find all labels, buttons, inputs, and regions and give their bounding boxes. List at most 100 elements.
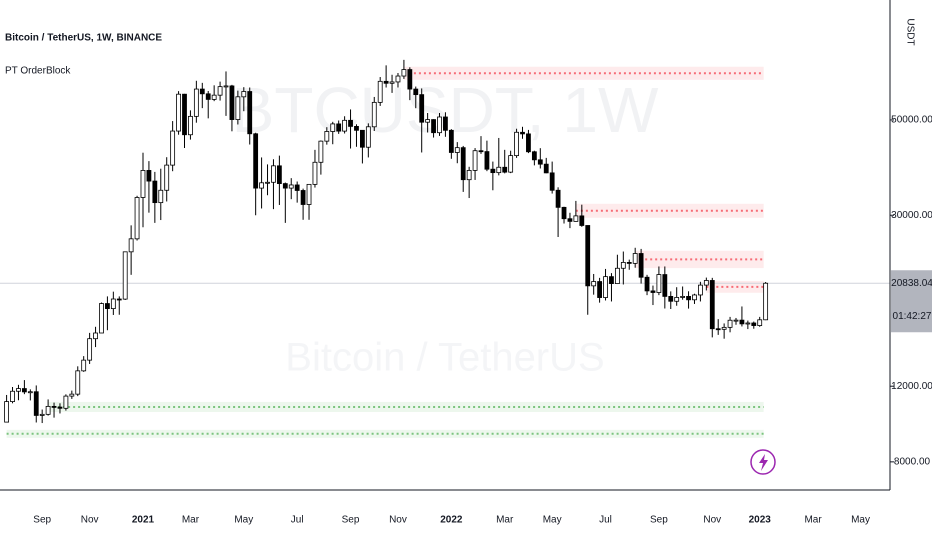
candle-body: [614, 267, 620, 284]
candle-body: [520, 131, 525, 135]
candle-body: [63, 395, 69, 409]
candle-body: [164, 164, 170, 191]
candle-body: [389, 81, 395, 84]
x-tick-label: Jul: [291, 515, 304, 526]
candle-body: [241, 91, 247, 98]
candle-body: [703, 280, 709, 286]
candle-body: [603, 276, 608, 298]
plot: [0, 59, 890, 438]
candle-body: [300, 190, 306, 205]
candle-body: [662, 274, 668, 297]
candle-body: [342, 119, 348, 132]
x-tick-label: 2021: [132, 515, 155, 526]
candle-body: [324, 131, 330, 142]
order-block-zone: [635, 250, 764, 269]
candle-body: [680, 295, 686, 298]
candle-body: [276, 165, 282, 184]
candle-body: [443, 116, 448, 131]
candle-body: [223, 85, 229, 88]
candle-body: [721, 326, 727, 330]
candle-body: [490, 168, 496, 174]
candle-body: [437, 116, 442, 134]
candle-body: [193, 88, 199, 117]
candle-body: [632, 253, 638, 264]
candle-body: [466, 170, 472, 181]
candle-body: [318, 140, 324, 163]
candle-body: [419, 94, 425, 123]
candle-body: [508, 155, 514, 173]
x-tick-label: Mar: [496, 515, 514, 526]
candle-body: [757, 319, 763, 326]
candle-body: [472, 150, 478, 171]
x-tick-label: Sep: [33, 515, 51, 526]
candle-body: [478, 150, 484, 153]
candle-body: [585, 225, 591, 287]
candle-body: [10, 390, 15, 402]
candle-body: [33, 391, 39, 416]
chart-title: Bitcoin / TetherUS, 1W, BINANCE: [5, 33, 162, 44]
alert-bolt[interactable]: [759, 454, 768, 471]
x-tick-label: May: [543, 515, 562, 526]
x-tick-label: May: [851, 515, 870, 526]
candle-body: [656, 274, 662, 293]
candle-body: [21, 388, 27, 393]
candle-body: [134, 197, 140, 240]
price-label: 20838.04: [891, 278, 932, 289]
candle-body: [620, 262, 626, 269]
candle-body: [39, 413, 45, 416]
candle-body: [537, 159, 543, 165]
candle-body: [116, 298, 122, 301]
candle-body: [105, 303, 110, 310]
x-tick-label: Nov: [81, 515, 99, 526]
candle-body: [146, 170, 152, 182]
candle-body: [698, 284, 703, 296]
x-tick-label: Nov: [703, 515, 721, 526]
candle-body: [128, 238, 134, 253]
candle-body: [306, 183, 312, 205]
candle-body: [247, 91, 253, 135]
candle-body: [312, 161, 318, 185]
x-tick-label: 2022: [440, 515, 463, 526]
order-block-zone: [403, 66, 764, 80]
candle-body: [271, 165, 276, 183]
candle-body: [597, 281, 602, 298]
candle-body: [205, 93, 211, 100]
candle-body: [686, 295, 691, 301]
candle-body: [674, 297, 680, 302]
candle-body: [158, 189, 164, 204]
candle-body: [413, 88, 419, 96]
candle-body: [288, 184, 294, 189]
candle-body: [57, 406, 63, 409]
order-block-zone: [706, 280, 764, 293]
candle-body: [644, 276, 650, 292]
candle-body: [294, 184, 300, 191]
candle-body: [531, 151, 537, 161]
candle-body: [407, 69, 413, 90]
currency-label: USDT: [904, 18, 915, 45]
candle-body: [484, 151, 490, 170]
candle-body: [573, 215, 579, 222]
candle-body: [217, 86, 223, 96]
candle-body: [354, 126, 359, 131]
order-block-zone: [6, 429, 764, 438]
x-tick-label: May: [234, 515, 253, 526]
candle-body: [549, 172, 555, 191]
candle-body: [16, 388, 21, 392]
candle-body: [609, 276, 614, 284]
alert-icon[interactable]: [750, 449, 776, 475]
candle-body: [401, 69, 407, 77]
candle-body: [110, 298, 116, 310]
y-tick-label: 8000.00: [894, 457, 931, 468]
x-tick-label: Mar: [182, 515, 200, 526]
candle-body: [751, 322, 757, 326]
candle-body: [715, 328, 721, 331]
candle-body: [638, 253, 644, 278]
candle-body: [75, 370, 81, 395]
candle-body: [514, 131, 519, 157]
candle-body: [229, 85, 235, 120]
indicator-name: PT OrderBlock: [5, 66, 71, 77]
candle-body: [348, 119, 353, 127]
candle-body: [4, 401, 9, 423]
x-tick-label: Mar: [804, 515, 822, 526]
